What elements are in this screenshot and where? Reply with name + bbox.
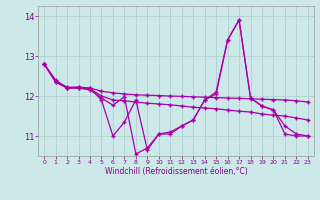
- X-axis label: Windchill (Refroidissement éolien,°C): Windchill (Refroidissement éolien,°C): [105, 167, 247, 176]
